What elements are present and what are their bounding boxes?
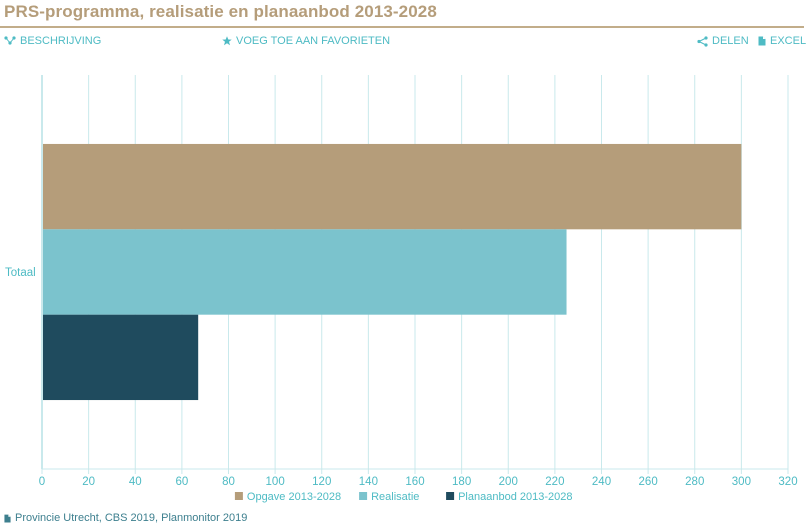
legend-swatch	[446, 492, 455, 500]
excel-export-button[interactable]: EXCEL	[758, 35, 806, 47]
legend-label: Planaanbod 2013-2028	[458, 491, 572, 503]
x-tick-label: 140	[359, 476, 378, 488]
x-tick-label: 260	[639, 476, 658, 488]
star-icon	[222, 36, 232, 46]
legend-label: Realisatie	[371, 491, 419, 503]
x-tick-labels: 0 20 40 60 80 100 120 140 160 180 200 220 240 260 280 3…	[39, 476, 798, 488]
title-divider	[0, 26, 804, 28]
file-icon	[758, 36, 766, 46]
share-label: DELEN	[712, 35, 749, 47]
share-nodes-icon	[4, 36, 16, 45]
x-tick-label: 60	[175, 476, 188, 488]
legend-swatch	[234, 492, 243, 500]
bar	[43, 229, 567, 315]
legend: Opgave 2013-2028 Realisatie Planaanbod 201…	[234, 491, 572, 503]
x-tick-label: 0	[39, 476, 45, 488]
x-tick-label: 320	[778, 476, 797, 488]
x-tick-label: 300	[732, 476, 751, 488]
x-tick-label: 40	[129, 476, 142, 488]
legend-swatch	[359, 492, 368, 500]
x-tick-label: 20	[82, 476, 95, 488]
file-icon	[4, 514, 11, 522]
axes	[41, 75, 789, 474]
add-favorite-label: VOEG TOE AAN FAVORIETEN	[236, 35, 391, 47]
bars	[43, 143, 742, 401]
category-label: Totaal	[5, 267, 36, 279]
x-tick-label: 100	[266, 476, 285, 488]
share-button[interactable]: DELEN	[697, 35, 749, 47]
x-tick-label: 240	[592, 476, 611, 488]
x-tick-label: 280	[685, 476, 704, 488]
source-text: Provincie Utrecht, CBS 2019, Planmonitor…	[15, 512, 248, 524]
chart-title: PRS-programma, realisatie en planaanbod …	[4, 2, 437, 21]
x-tick-label: 160	[405, 476, 424, 488]
bar	[43, 314, 199, 401]
x-tick-label: 180	[452, 476, 471, 488]
bar-chart: 0 20 40 60 80 100 120 140 160 180 200 220 240 260 280 3…	[5, 75, 798, 503]
x-tick-label: 120	[312, 476, 331, 488]
source-note: Provincie Utrecht, CBS 2019, Planmonitor…	[4, 512, 247, 524]
description-label: BESCHRIJVING	[20, 35, 102, 47]
bar	[43, 143, 742, 230]
x-tick-label: 80	[222, 476, 235, 488]
x-tick-label: 200	[499, 476, 518, 488]
add-favorite-button[interactable]: VOEG TOE AAN FAVORIETEN	[222, 35, 390, 47]
share-icon	[697, 35, 708, 47]
description-button[interactable]: BESCHRIJVING	[4, 35, 101, 47]
legend-label: Opgave 2013-2028	[247, 491, 341, 503]
excel-label: EXCEL	[770, 35, 807, 47]
x-tick-label: 220	[545, 476, 564, 488]
